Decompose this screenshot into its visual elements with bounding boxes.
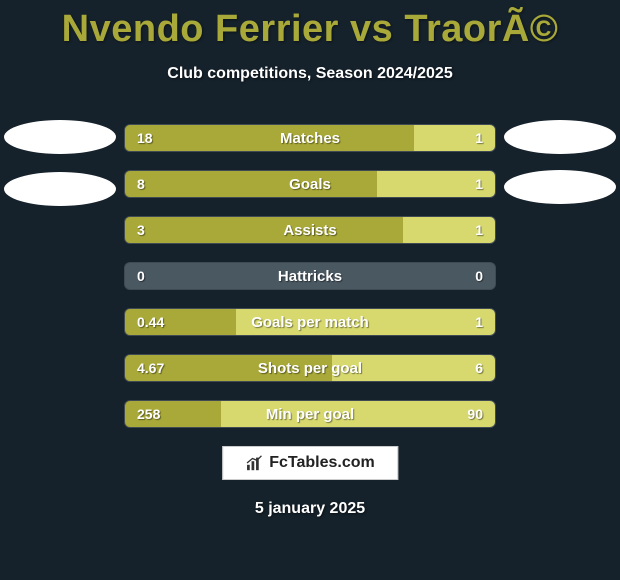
stat-row: Assists3 1 (124, 216, 496, 244)
stat-row: Goals8 1 (124, 170, 496, 198)
player2-value: 1 (475, 171, 483, 197)
player2-value: 0 (475, 263, 483, 289)
player1-value: 8 (137, 171, 145, 197)
stat-label: Assists (125, 217, 495, 243)
stats-chart: Matches181Goals81Assists31Hattricks00Goa… (124, 124, 496, 446)
player1-value: 258 (137, 401, 160, 427)
brand-badge[interactable]: FcTables.com (222, 446, 398, 480)
player1-avatar (4, 120, 116, 154)
brand-chart-icon (245, 454, 263, 472)
player2-value: 1 (475, 125, 483, 151)
page-title: Nvendo Ferrier vs TraorÃ© (0, 0, 620, 51)
player1-value: 0 (137, 263, 145, 289)
subtitle: Club competitions, Season 2024/2025 (0, 65, 620, 83)
stat-label: Min per goal (125, 401, 495, 427)
player2-value: 1 (475, 217, 483, 243)
stat-label: Shots per goal (125, 355, 495, 381)
player1-value: 4.67 (137, 355, 164, 381)
stat-row: Hattricks0 0 (124, 262, 496, 290)
stat-row: Matches18 1 (124, 124, 496, 152)
stat-row: Shots per goal4.67 6 (124, 354, 496, 382)
player1-value: 0.44 (137, 309, 164, 335)
stat-label: Goals (125, 171, 495, 197)
stat-label: Hattricks (125, 263, 495, 289)
player1-value: 18 (137, 125, 153, 151)
player2-value: 90 (467, 401, 483, 427)
stat-label: Matches (125, 125, 495, 151)
player2-avatar-stack (504, 120, 616, 220)
player2-value: 6 (475, 355, 483, 381)
player2-value: 1 (475, 309, 483, 335)
player2-club-avatar (504, 170, 616, 204)
brand-label: FcTables.com (269, 454, 375, 472)
stat-row: Goals per match0.44 1 (124, 308, 496, 336)
stat-row: Min per goal258 90 (124, 400, 496, 428)
player1-club-avatar (4, 172, 116, 206)
player1-avatar-stack (4, 120, 116, 224)
stat-label: Goals per match (125, 309, 495, 335)
player2-avatar (504, 120, 616, 154)
player1-value: 3 (137, 217, 145, 243)
date-label: 5 january 2025 (0, 500, 620, 518)
